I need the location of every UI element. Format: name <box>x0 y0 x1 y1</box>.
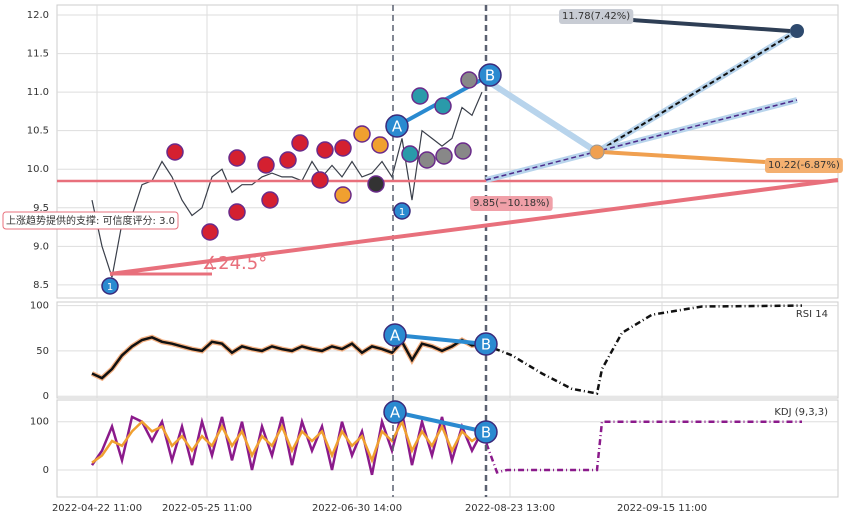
point-marker <box>393 202 411 220</box>
y-tick-label: 11.0 <box>27 87 49 98</box>
point-marker <box>101 277 119 295</box>
note-icon <box>261 191 279 209</box>
series-line <box>91 418 483 464</box>
note-icon <box>291 134 309 152</box>
target <box>790 24 804 38</box>
note-icon <box>279 151 297 169</box>
y-tick-label: 100 <box>30 301 49 312</box>
note-icon <box>311 171 329 189</box>
x-tick-label: 2022-06-30 14:00 <box>312 503 402 514</box>
note-icon <box>228 203 246 221</box>
y-tick-label: 9.0 <box>33 241 49 252</box>
point-label: A <box>390 327 401 345</box>
note-icon <box>401 145 419 163</box>
support-line <box>109 178 839 276</box>
x-tick-label: 2022-05-25 11:00 <box>162 503 252 514</box>
note-icon <box>166 143 184 161</box>
note-icon <box>228 149 246 167</box>
point-label: 1 <box>399 207 405 218</box>
point-marker <box>474 420 498 444</box>
projection-b <box>485 99 798 181</box>
target <box>589 144 605 160</box>
x-tick-label: 2022-09-15 11:00 <box>617 503 707 514</box>
x-tick-label: 2022-04-22 11:00 <box>52 503 142 514</box>
trend <box>394 410 487 434</box>
note-icon <box>418 151 436 169</box>
panel-frame <box>56 399 839 498</box>
series-line <box>91 91 483 278</box>
y-tick-label: 11.5 <box>27 49 49 60</box>
point-label: B <box>481 336 491 354</box>
point-label: B <box>485 67 495 85</box>
note-icon <box>367 175 385 193</box>
y-tick-label: 100 <box>30 417 49 428</box>
series-line <box>91 335 483 380</box>
overlays: 11.78(7.42%) 10.22(-6.87%) 9.85(−10.18%) ∡2… <box>2 9 843 276</box>
annotation-box <box>765 158 843 173</box>
point-label: A <box>392 118 403 136</box>
y-tick-label: 12.0 <box>27 10 49 21</box>
note-icon <box>434 97 452 115</box>
panel-title: RSI 14 <box>796 309 828 320</box>
annotation: 10.22(-6.87%) <box>768 160 840 171</box>
y-tick-label: 8.5 <box>33 280 49 291</box>
point-label: 1 <box>107 282 113 293</box>
y-tick-label: 9.5 <box>33 203 49 214</box>
annotation: 11.78(7.42%) <box>562 11 630 22</box>
annotation: 9.85(−10.18%) <box>473 198 550 209</box>
point-marker <box>383 323 407 347</box>
annotation-box <box>470 196 553 211</box>
arrow <box>631 18 791 33</box>
note-icon <box>435 147 453 165</box>
point-label: B <box>481 424 491 442</box>
note-icon <box>201 223 219 241</box>
panel-title: KDJ (9,3,3) <box>774 407 828 418</box>
note-icon <box>460 71 478 89</box>
note-icon <box>411 87 429 105</box>
point-marker <box>474 332 498 356</box>
y-tick-label: 10.5 <box>27 126 49 137</box>
series-line <box>480 420 802 474</box>
note-icon <box>334 186 352 204</box>
y-tick-label: 10.0 <box>27 164 49 175</box>
point-marker <box>383 400 407 424</box>
note-icon <box>454 142 472 160</box>
arrow <box>601 150 766 164</box>
note-icon <box>257 156 275 174</box>
point-label: A <box>390 404 401 422</box>
annotation-box <box>2 211 179 230</box>
y-tick-label: 0 <box>43 465 49 476</box>
projection-halo <box>484 77 599 155</box>
annotation: 上涨趋势提供的支撑: 可信度评分: 3.0 <box>6 214 175 227</box>
annotation-box <box>559 9 634 24</box>
annotation: ∡24.5° <box>202 253 267 274</box>
point-marker <box>385 114 409 138</box>
trend <box>394 333 487 346</box>
y-tick-label: 0 <box>43 391 49 402</box>
note-icon <box>353 125 371 143</box>
note-icon <box>316 141 334 159</box>
y-tick-label: 50 <box>36 346 49 357</box>
point-marker <box>478 63 502 87</box>
note-icon <box>371 136 389 154</box>
note-icon <box>334 139 352 157</box>
x-tick-label: 2022-08-23 13:00 <box>465 503 555 514</box>
